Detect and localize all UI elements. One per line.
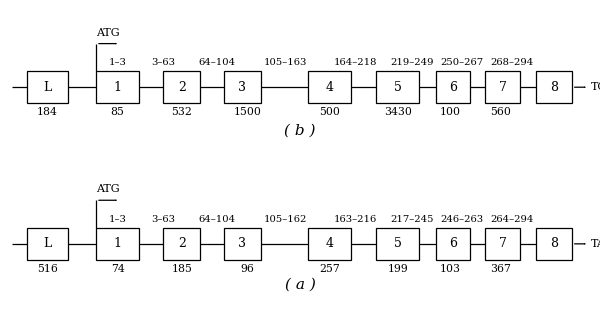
Text: 560: 560 — [490, 107, 511, 117]
Text: TGA: TGA — [590, 82, 600, 92]
Text: 268–294: 268–294 — [491, 58, 534, 67]
Bar — [308, 228, 351, 260]
Text: 1500: 1500 — [234, 107, 262, 117]
Bar — [96, 71, 139, 103]
Bar — [376, 71, 419, 103]
Bar — [27, 71, 68, 103]
Text: ATG: ATG — [96, 28, 119, 38]
Text: 3–63: 3–63 — [151, 215, 175, 224]
Text: 184: 184 — [37, 107, 58, 117]
Bar — [27, 228, 68, 260]
Text: 1: 1 — [113, 237, 122, 250]
Text: 1–3: 1–3 — [109, 58, 127, 67]
Bar — [485, 228, 520, 260]
Text: 2: 2 — [178, 237, 186, 250]
Text: 85: 85 — [110, 107, 125, 117]
Text: 500: 500 — [319, 107, 340, 117]
Text: 105–162: 105–162 — [263, 215, 307, 224]
Text: 199: 199 — [388, 264, 408, 274]
Text: 4: 4 — [325, 237, 334, 250]
Text: 5: 5 — [394, 237, 402, 250]
Text: 3–63: 3–63 — [151, 58, 175, 67]
Bar — [96, 228, 139, 260]
Text: 516: 516 — [37, 264, 58, 274]
Text: 367: 367 — [490, 264, 511, 274]
Text: 103: 103 — [440, 264, 461, 274]
Text: L: L — [43, 81, 52, 94]
Text: 8: 8 — [550, 81, 558, 94]
Text: 100: 100 — [440, 107, 461, 117]
Bar — [163, 71, 200, 103]
Bar — [376, 228, 419, 260]
Text: 2: 2 — [178, 81, 186, 94]
Text: 1–3: 1–3 — [109, 215, 127, 224]
Text: L: L — [43, 237, 52, 250]
Bar — [308, 71, 351, 103]
Bar — [163, 228, 200, 260]
Text: 217–245: 217–245 — [391, 215, 434, 224]
Text: 264–294: 264–294 — [491, 215, 534, 224]
Text: 6: 6 — [449, 81, 457, 94]
Text: 96: 96 — [241, 264, 255, 274]
Text: 105–163: 105–163 — [263, 58, 307, 67]
Bar — [224, 71, 261, 103]
Text: 6: 6 — [449, 237, 457, 250]
Text: 1: 1 — [113, 81, 122, 94]
Text: 64–104: 64–104 — [199, 215, 236, 224]
Text: 3430: 3430 — [384, 107, 412, 117]
Text: 3: 3 — [238, 237, 247, 250]
Bar — [485, 71, 520, 103]
Text: 185: 185 — [172, 264, 192, 274]
Text: 246–263: 246–263 — [440, 215, 483, 224]
Text: 74: 74 — [111, 264, 124, 274]
Bar — [536, 228, 572, 260]
Text: ATG: ATG — [96, 184, 119, 194]
Text: 163–216: 163–216 — [334, 215, 377, 224]
Text: 219–249: 219–249 — [391, 58, 434, 67]
Text: 3: 3 — [238, 81, 247, 94]
Text: 7: 7 — [499, 81, 506, 94]
Bar — [224, 228, 261, 260]
Text: 8: 8 — [550, 237, 558, 250]
Text: 7: 7 — [499, 237, 506, 250]
Text: ( b ): ( b ) — [284, 124, 316, 138]
Bar — [436, 228, 470, 260]
Bar — [536, 71, 572, 103]
Text: 257: 257 — [319, 264, 340, 274]
Text: 64–104: 64–104 — [199, 58, 236, 67]
Text: 4: 4 — [325, 81, 334, 94]
Text: 164–218: 164–218 — [334, 58, 377, 67]
Text: 532: 532 — [172, 107, 192, 117]
Text: 5: 5 — [394, 81, 402, 94]
Text: 250–267: 250–267 — [440, 58, 483, 67]
Text: ( a ): ( a ) — [284, 277, 316, 291]
Bar — [436, 71, 470, 103]
Text: TAG: TAG — [590, 239, 600, 249]
